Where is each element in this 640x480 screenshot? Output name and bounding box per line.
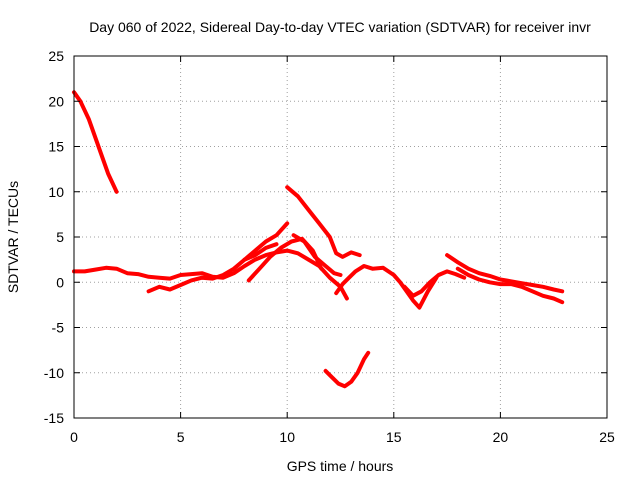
x-tick-label: 5 xyxy=(177,429,185,445)
y-tick-label: 25 xyxy=(48,48,64,64)
y-tick-label: -15 xyxy=(44,410,64,426)
y-tick-label: 5 xyxy=(56,229,64,245)
y-axis-label: SDTVAR / TECUs xyxy=(5,181,21,293)
series-arc-9 xyxy=(402,269,467,298)
series-arc-5 xyxy=(285,185,362,259)
y-tick-label: 20 xyxy=(48,93,64,109)
y-tick-label: 15 xyxy=(48,139,64,155)
y-tick-label: 0 xyxy=(56,274,64,290)
plot-frame xyxy=(73,55,608,419)
series-arc-12 xyxy=(323,350,371,389)
x-axis-label: GPS time / hours xyxy=(287,458,394,474)
grid xyxy=(74,56,607,418)
x-tick-label: 0 xyxy=(70,429,78,445)
series-arc-3 xyxy=(146,221,290,294)
chart-title: Day 060 of 2022, Sidereal Day-to-day VTE… xyxy=(89,19,591,35)
y-tick-label: -10 xyxy=(44,365,64,381)
x-tick-label: 15 xyxy=(386,429,402,445)
data-series xyxy=(72,90,565,389)
y-tick-label: 10 xyxy=(48,184,64,200)
series-arc-8 xyxy=(334,264,439,310)
y-tick-label: -5 xyxy=(52,320,65,336)
series-arc-1 xyxy=(72,90,119,194)
x-tick-label: 20 xyxy=(493,429,509,445)
series-arc-4 xyxy=(242,242,279,262)
series-arc-10 xyxy=(445,253,565,294)
series-arc-2 xyxy=(72,248,349,301)
axis-ticks: 0 5 10 15 20 25 -15 -10 -5 0 5 10 15 20 25 xyxy=(44,48,615,445)
x-tick-label: 10 xyxy=(279,429,295,445)
series-arc-11 xyxy=(455,266,565,305)
x-tick-label: 25 xyxy=(599,429,615,445)
series-arc-7 xyxy=(291,233,343,277)
